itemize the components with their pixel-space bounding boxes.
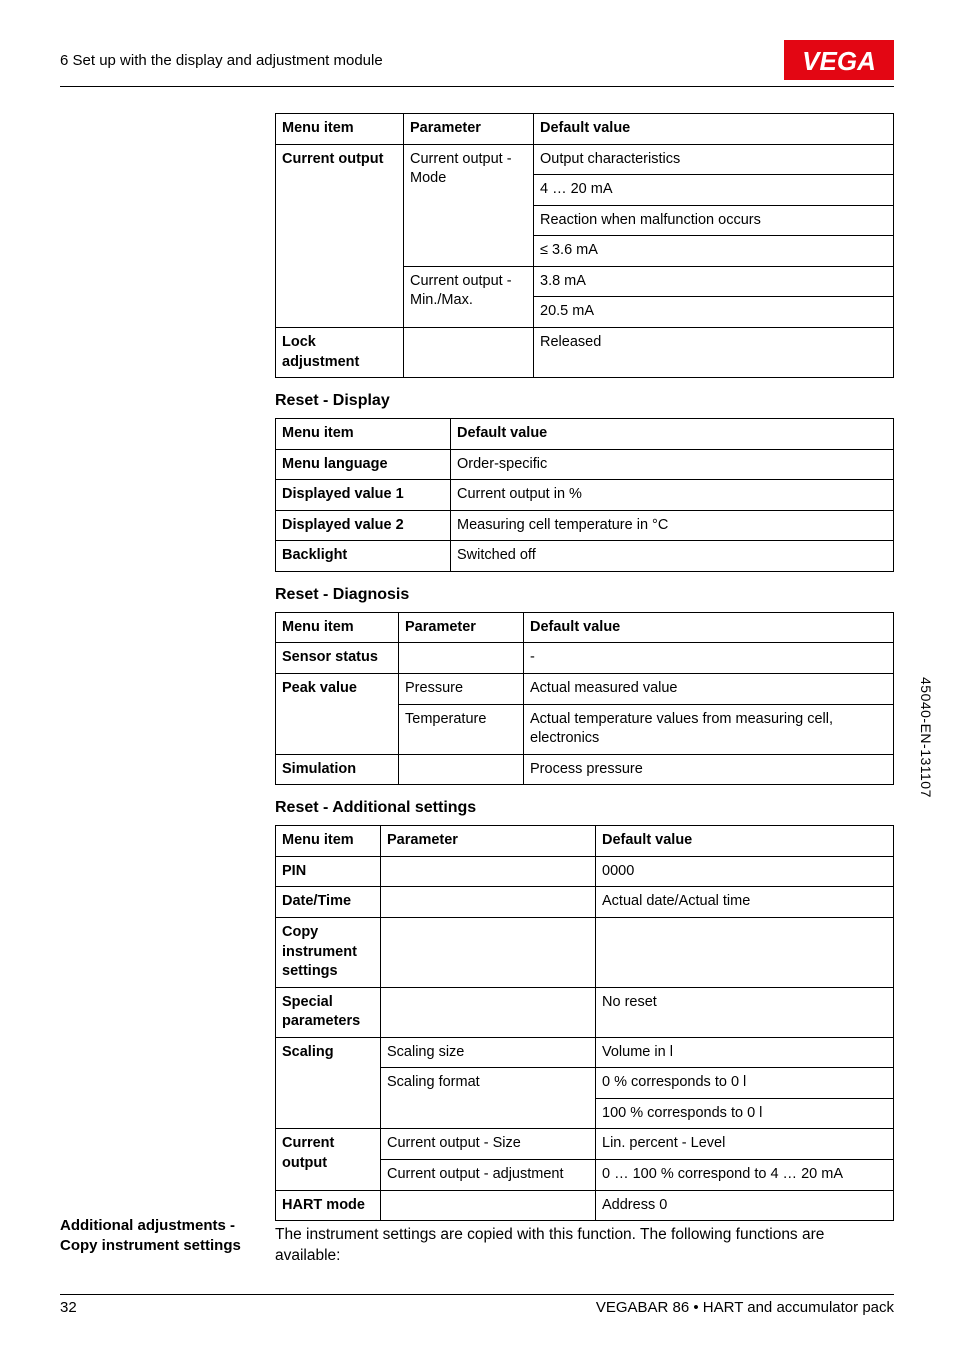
cell: Special parameters (276, 987, 381, 1037)
col-header: Menu item (276, 419, 451, 450)
cell: 0 … 100 % correspond to 4 … 20 mA (596, 1160, 894, 1191)
cell: Scaling format (381, 1068, 596, 1129)
col-header: Parameter (404, 114, 534, 145)
cell: Copy instrument settings (276, 917, 381, 987)
cell: Reaction when malfunction occurs (534, 205, 894, 236)
cell: Scaling size (381, 1037, 596, 1068)
vega-logo: VEGA (784, 40, 894, 80)
page-number: 32 (60, 1299, 77, 1316)
cell: Displayed value 2 (276, 510, 451, 541)
page-footer: 32 VEGABAR 86 • HART and accumulator pac… (60, 1294, 894, 1316)
col-header: Menu item (276, 114, 404, 145)
cell: Output characteristics (534, 144, 894, 175)
cell: 0 % corresponds to 0 l (596, 1068, 894, 1099)
cell: Menu language (276, 449, 451, 480)
cell: Order-specific (451, 449, 894, 480)
cell: Actual measured value (524, 674, 894, 705)
cell: Peak value (276, 674, 399, 755)
cell: Lin. percent - Level (596, 1129, 894, 1160)
cell (381, 856, 596, 887)
cell (399, 643, 524, 674)
cell: Current output - Size (381, 1129, 596, 1160)
cell: Current output - adjustment (381, 1160, 596, 1191)
cell: Pressure (399, 674, 524, 705)
cell: Current output - Min./Max. (404, 266, 534, 327)
cell: PIN (276, 856, 381, 887)
cell: Address 0 (596, 1190, 894, 1221)
cell (381, 1190, 596, 1221)
cell: Backlight (276, 541, 451, 572)
cell: No reset (596, 987, 894, 1037)
cell: Date/Time (276, 887, 381, 918)
cell: Sensor status (276, 643, 399, 674)
cell: Actual temperature values from measuring… (524, 704, 894, 754)
cell: Volume in l (596, 1037, 894, 1068)
cell: Switched off (451, 541, 894, 572)
cell: Measuring cell temperature in °C (451, 510, 894, 541)
cell: Process pressure (524, 754, 894, 785)
cell: 0000 (596, 856, 894, 887)
cell: ≤ 3.6 mA (534, 236, 894, 267)
page-header: 6 Set up with the display and adjustment… (60, 40, 894, 87)
cell (381, 917, 596, 987)
cell: 3.8 mA (534, 266, 894, 297)
cell: 4 … 20 mA (534, 175, 894, 206)
cell (381, 887, 596, 918)
svg-text:VEGA: VEGA (802, 46, 876, 76)
cell (404, 327, 534, 377)
cell: - (524, 643, 894, 674)
col-header: Default value (596, 826, 894, 857)
col-header: Menu item (276, 612, 399, 643)
col-header: Parameter (381, 826, 596, 857)
cell: 100 % corresponds to 0 l (596, 1098, 894, 1129)
table-reset-display: Menu item Default value Menu language Or… (275, 418, 894, 572)
header-section-title: 6 Set up with the display and adjustment… (60, 52, 383, 69)
cell: Current output (276, 144, 404, 327)
col-header: Menu item (276, 826, 381, 857)
cell: Lock adjustment (276, 327, 404, 377)
cell: Actual date/Actual time (596, 887, 894, 918)
cell: Temperature (399, 704, 524, 754)
col-header: Default value (451, 419, 894, 450)
side-doc-code: 45040-EN-131107 (918, 677, 934, 798)
cell: Current output in % (451, 480, 894, 511)
copy-instrument-text: The instrument settings are copied with … (275, 1225, 894, 1267)
col-header: Parameter (399, 612, 524, 643)
cell: Simulation (276, 754, 399, 785)
table-current-output: Menu item Parameter Default value Curren… (275, 113, 894, 378)
cell: Current output (276, 1129, 381, 1190)
table-reset-diagnosis: Menu item Parameter Default value Sensor… (275, 612, 894, 785)
cell: Displayed value 1 (276, 480, 451, 511)
cell: 20.5 mA (534, 297, 894, 328)
heading-reset-diagnosis: Reset - Diagnosis (275, 586, 894, 604)
cell (381, 987, 596, 1037)
heading-reset-additional: Reset - Additional settings (275, 799, 894, 817)
cell (399, 754, 524, 785)
doc-title: VEGABAR 86 • HART and accumulator pack (596, 1299, 894, 1316)
cell: Scaling (276, 1037, 381, 1129)
heading-reset-display: Reset - Display (275, 392, 894, 410)
sidebar-label-copy: Additional adjustments - Copy instrument… (60, 1216, 270, 1255)
cell (596, 917, 894, 987)
table-reset-additional: Menu item Parameter Default value PIN 00… (275, 825, 894, 1221)
col-header: Default value (524, 612, 894, 643)
cell: HART mode (276, 1190, 381, 1221)
cell: Current output - Mode (404, 144, 534, 266)
cell: Released (534, 327, 894, 377)
col-header: Default value (534, 114, 894, 145)
